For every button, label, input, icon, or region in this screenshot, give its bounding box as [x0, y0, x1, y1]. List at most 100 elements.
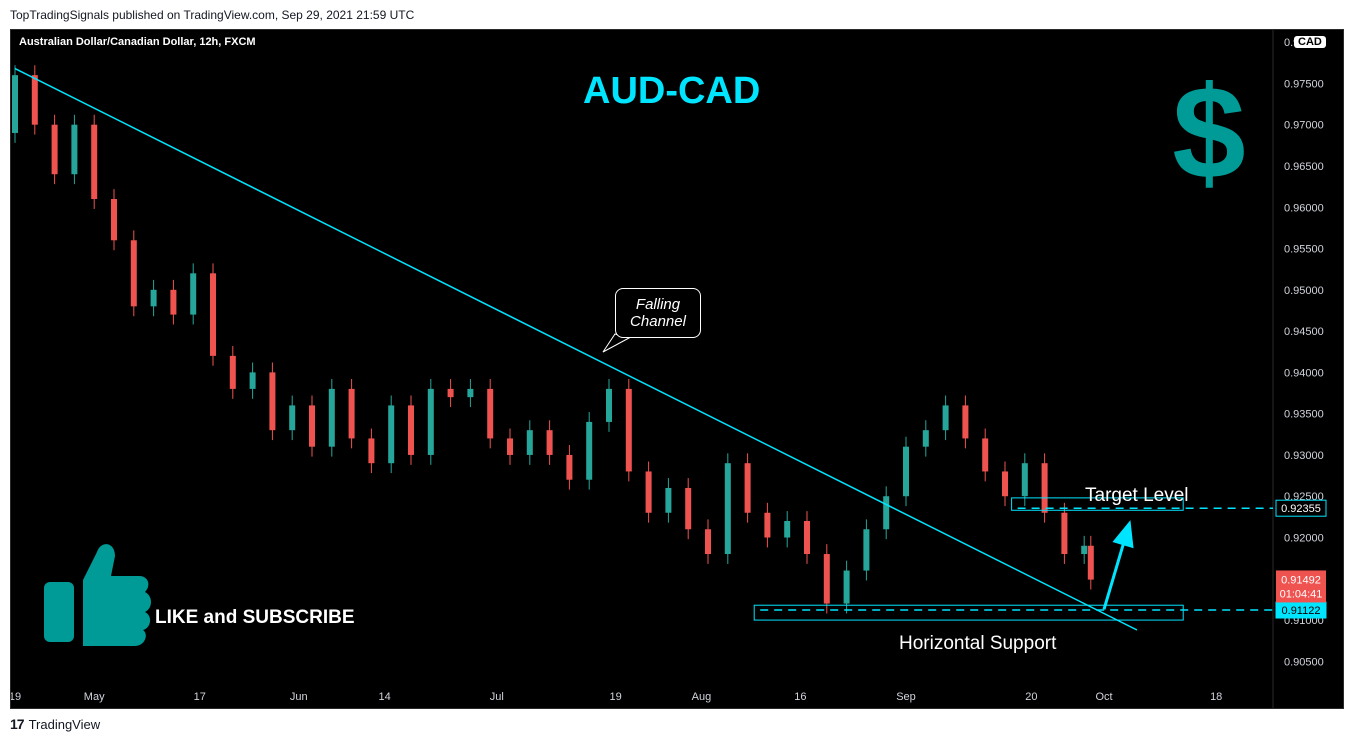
x-tick-label: May [84, 691, 105, 703]
x-tick-label: 17 [194, 691, 206, 703]
candle-body [606, 388, 612, 422]
candle-body [130, 240, 137, 307]
candle-body [685, 487, 692, 530]
candle-body [942, 405, 949, 431]
candle-body [487, 388, 494, 439]
candle-body [625, 388, 632, 472]
tradingview-logo-mark: 17 [10, 716, 25, 732]
candle-body [408, 405, 414, 455]
candle-body [982, 438, 989, 472]
cta-text: LIKE and SUBSCRIBE [155, 607, 355, 628]
x-tick-label: 16 [794, 691, 806, 703]
target-price-label: 0.92355 [1281, 503, 1321, 515]
candle-body [843, 570, 850, 604]
x-tick-label: 19 [11, 691, 21, 703]
y-tick-label: 0.92000 [1284, 533, 1324, 545]
y-tick-label: 0.96000 [1284, 202, 1324, 214]
candle-body [388, 405, 395, 464]
candle-body [645, 471, 652, 513]
candle-body [91, 124, 98, 199]
callout-line-1: Falling [635, 296, 681, 313]
candle-body [170, 289, 177, 315]
candle-body [51, 124, 58, 175]
candle-body [427, 388, 434, 455]
candle-body [111, 199, 117, 241]
candle-body [863, 529, 870, 571]
y-tick-label: 0.93000 [1284, 450, 1324, 462]
y-tick-label: 0.96500 [1284, 161, 1324, 173]
candle-body [368, 438, 375, 464]
y-tick-label: 0.90500 [1284, 656, 1324, 668]
candle-body [705, 529, 711, 555]
x-tick-label: 20 [1025, 691, 1037, 703]
candle-body [348, 388, 355, 439]
current-price-label: 0.91492 [1281, 574, 1321, 586]
projection-arrow-shaft [1102, 537, 1127, 610]
candle-body [210, 273, 216, 356]
thumbs-up-icon [44, 544, 151, 646]
dollar-sign-icon: $ [1172, 59, 1245, 206]
y-tick-label: 0.94500 [1284, 326, 1324, 338]
candle-body [1061, 512, 1068, 555]
falling-channel-trendline [14, 67, 1138, 631]
candle-body [447, 388, 454, 398]
x-tick-label: Aug [692, 691, 712, 703]
target-price-label-box [1275, 499, 1327, 517]
candle-body [71, 124, 78, 175]
candle-body [31, 75, 38, 125]
tradingview-brand: TradingView [28, 716, 101, 732]
svg-text:$: $ [1172, 59, 1245, 206]
candle-body [150, 289, 157, 307]
y-tick-label: 0.95000 [1284, 285, 1324, 297]
candle-body [309, 405, 315, 447]
y-tick-label: 0.95500 [1284, 244, 1324, 256]
candle-body [12, 75, 18, 133]
candle-body [1087, 545, 1094, 580]
candle-body [1021, 463, 1028, 497]
candle-body [269, 372, 276, 431]
candle-body [546, 430, 553, 455]
y-tick-label: 0.93500 [1284, 409, 1324, 421]
target-level-label: Target Level [1085, 485, 1189, 506]
y-tick-label: 0.97500 [1284, 78, 1324, 90]
current-price-box [1276, 570, 1326, 603]
countdown-label: 01:04:41 [1280, 588, 1323, 600]
chart-title: AUD-CAD [583, 70, 761, 112]
target-zone [1011, 497, 1184, 511]
candle-body [665, 487, 672, 513]
x-tick-label: Oct [1095, 691, 1112, 703]
candle-body [784, 521, 791, 538]
candle-body [328, 388, 335, 447]
candle-body [526, 430, 533, 455]
tradingview-logo[interactable]: 17 TradingView [10, 716, 100, 732]
x-tick-label: Jul [490, 691, 504, 703]
support-zone [753, 604, 1184, 621]
candle-body [744, 463, 751, 513]
candle-body [764, 512, 771, 538]
x-tick-label: 14 [378, 691, 390, 703]
support-label: Horizontal Support [899, 633, 1057, 654]
candle-body [823, 554, 830, 604]
candle-body [922, 430, 929, 447]
callout-line-2: Channel [630, 313, 686, 330]
price-chart[interactable]: $ 0.97500 0.97000 0.96500 0.96000 0.95500 0.9… [11, 30, 1343, 708]
x-tick-label: 19 [609, 691, 621, 703]
candle-body [903, 446, 909, 497]
chart-area[interactable]: $ 0.97500 0.97000 0.96500 0.96000 0.95500 0.9… [10, 29, 1344, 709]
candle-body [883, 496, 890, 530]
y-tick-label: 0.97000 [1284, 120, 1324, 132]
candle-body [1002, 471, 1008, 497]
candle-body [467, 388, 474, 398]
currency-badge[interactable]: CAD [1294, 36, 1326, 48]
candle-body [586, 421, 593, 480]
candle-body [962, 405, 969, 439]
candle-body [289, 405, 296, 431]
candle-body [724, 463, 731, 555]
candle-body [507, 438, 513, 455]
y-tick-label: 0.94000 [1284, 367, 1324, 379]
falling-channel-callout[interactable]: Falling Channel [615, 288, 701, 338]
x-tick-label: Sep [896, 691, 916, 703]
candle-body [804, 521, 810, 555]
symbol-header: Australian Dollar/Canadian Dollar, 12h, … [19, 36, 256, 48]
support-price-label: 0.91122 [1282, 605, 1321, 617]
